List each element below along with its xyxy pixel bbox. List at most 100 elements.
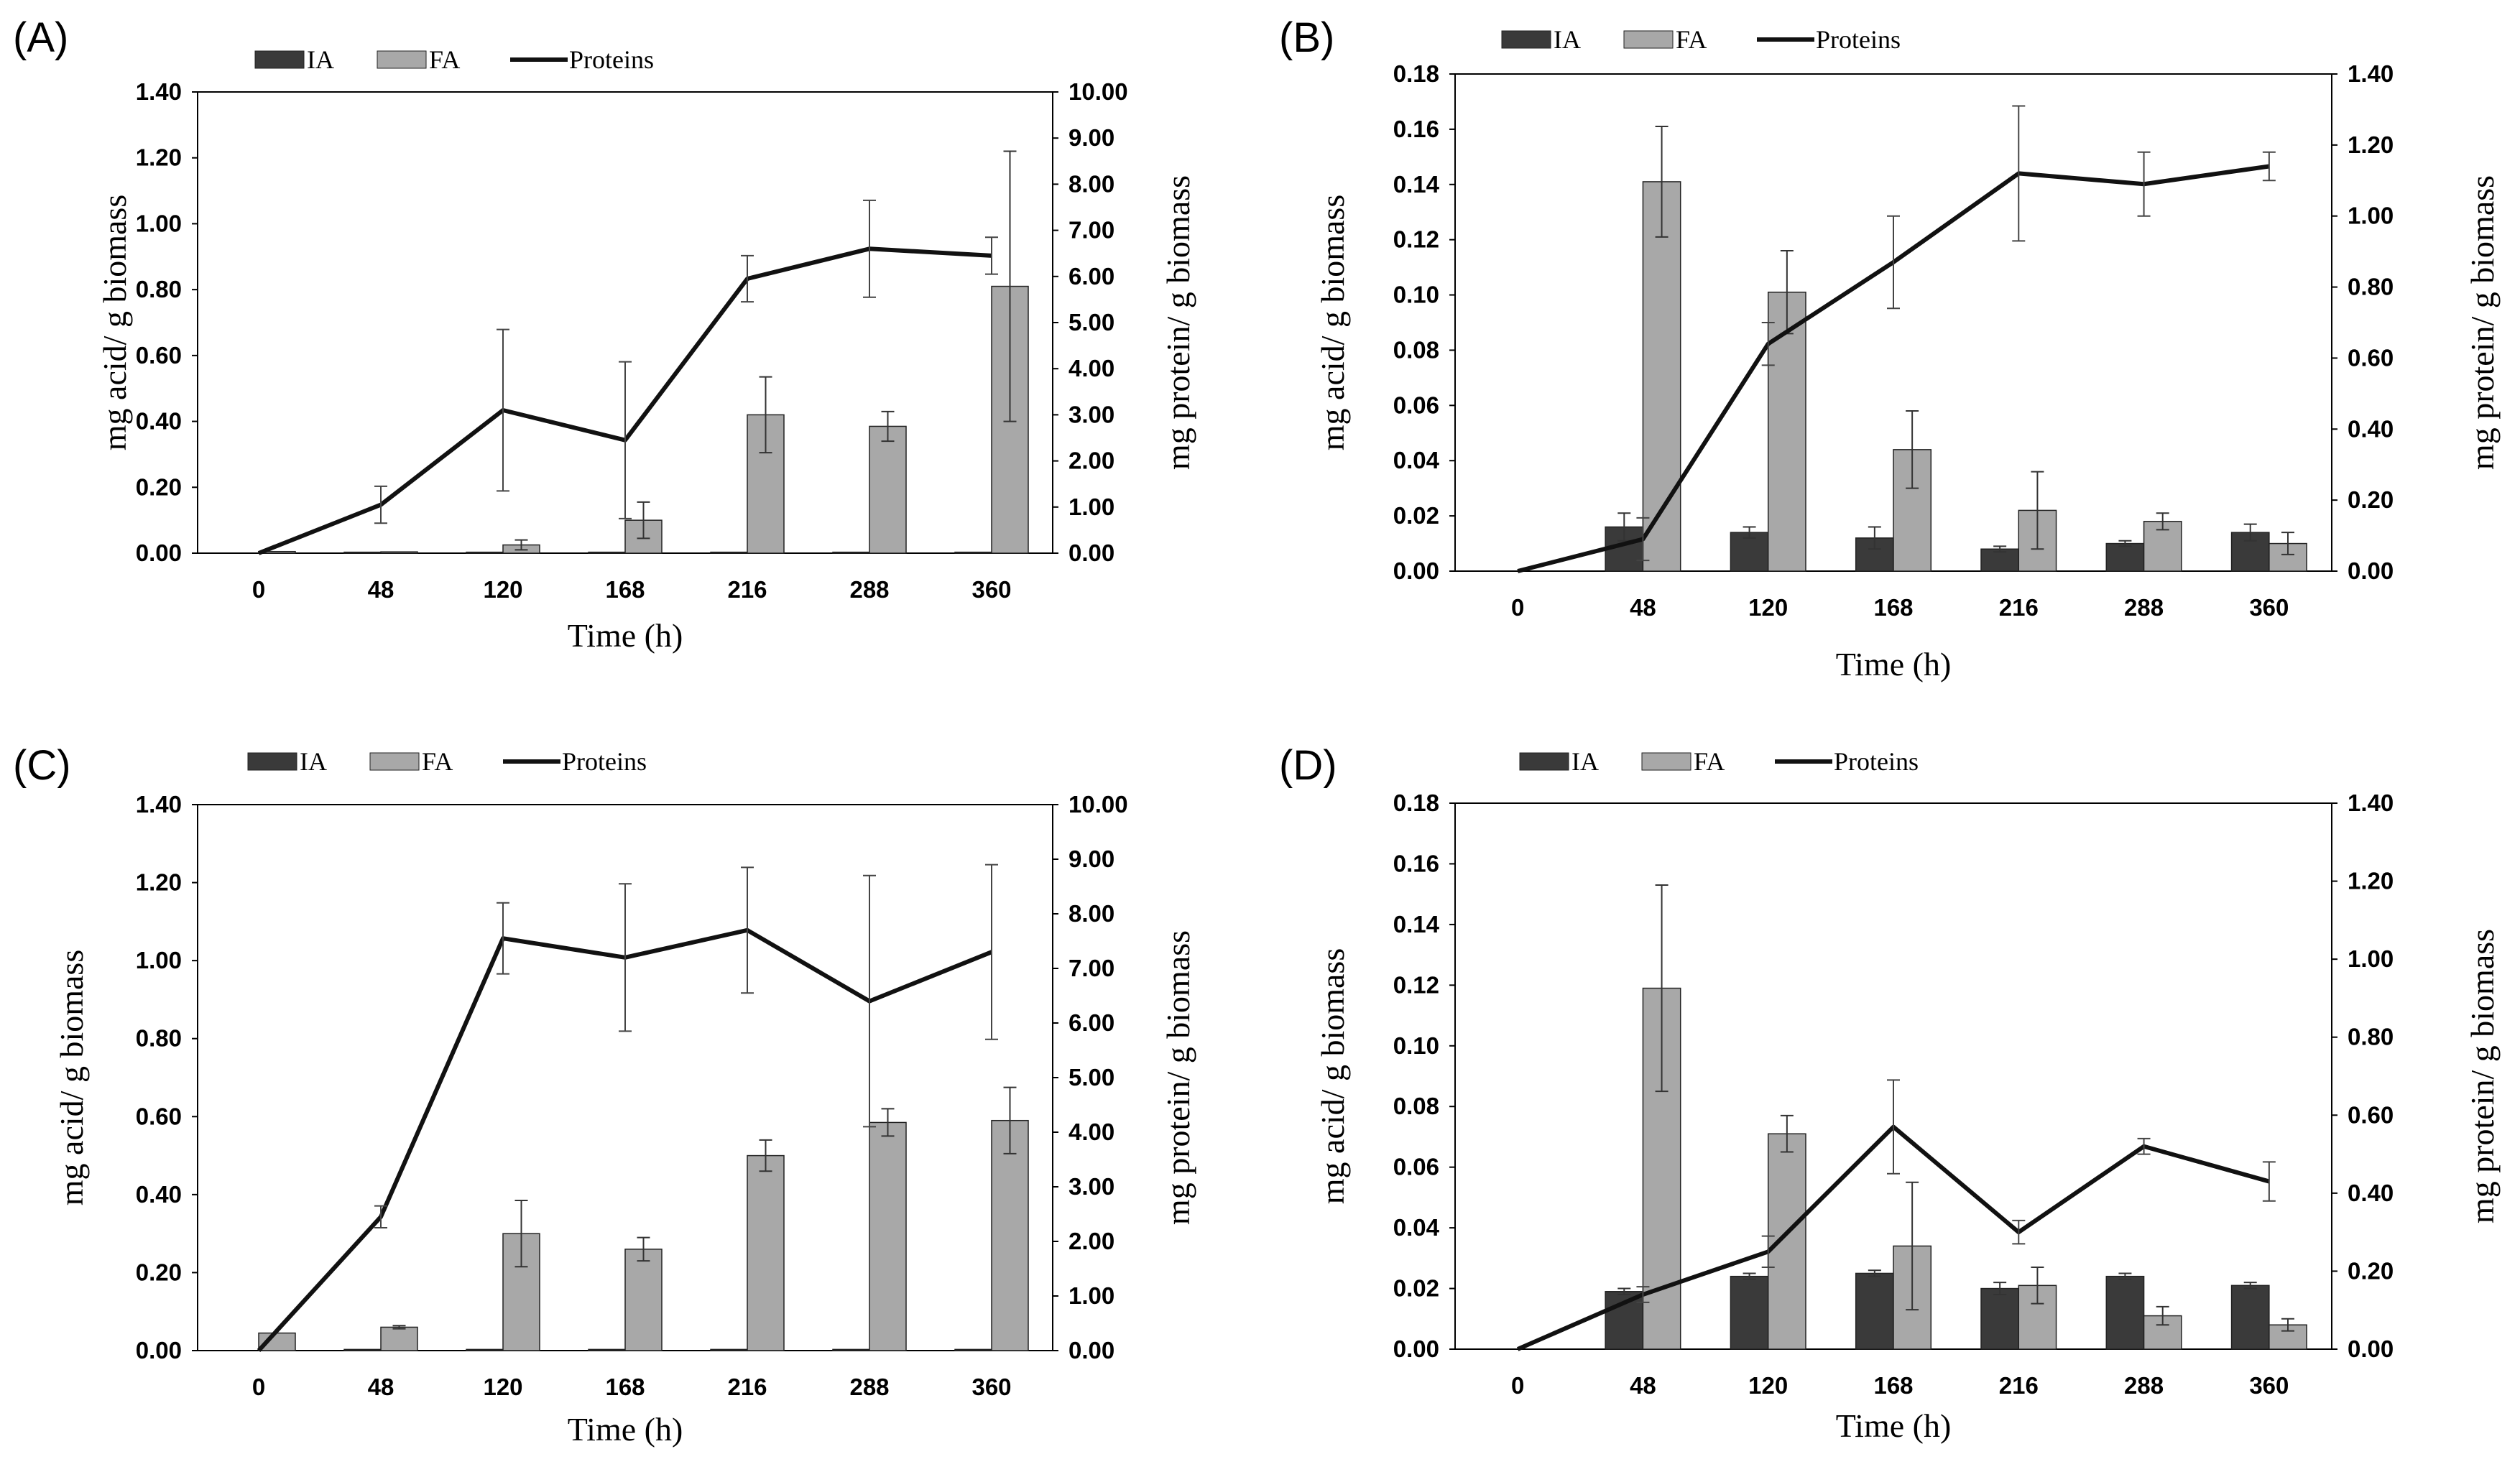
x-tick-label: 168 — [1873, 594, 1913, 621]
error-bar-fa — [1906, 410, 1919, 489]
y-tick-label-right: 5.00 — [1069, 1064, 1114, 1091]
x-axis-title: Time (h) — [1836, 1407, 1952, 1444]
panel-label: (B) — [1279, 14, 1334, 61]
y-tick-label-left: 0.04 — [1393, 447, 1440, 473]
y-tick-label-left: 0.12 — [1393, 971, 1439, 998]
x-tick-label: 48 — [368, 1374, 394, 1400]
y-tick-label-left: 0.16 — [1393, 116, 1439, 142]
y-axis-title-right: mg protein/ g biomass — [1160, 175, 1196, 470]
x-tick-label: 168 — [605, 1374, 645, 1400]
x-tick-label: 0 — [252, 1374, 265, 1400]
y-axis-title-right: mg protein/ g biomass — [2464, 929, 2501, 1223]
x-axis-title: Time (h) — [1836, 646, 1952, 682]
error-bar-proteins — [374, 485, 387, 524]
y-tick-label-right: 1.00 — [1069, 494, 1114, 520]
legend-swatch-fa — [369, 752, 420, 771]
x-tick-label: 288 — [2124, 594, 2164, 621]
error-bar-proteins — [985, 236, 998, 275]
y-tick-label-left: 0.14 — [1393, 171, 1440, 198]
x-axis-title: Time (h) — [568, 1411, 683, 1448]
y-axis-title-right: mg protein/ g biomass — [2464, 175, 2501, 470]
error-bar-proteins — [2262, 151, 2276, 182]
bar-ia — [1980, 1287, 2020, 1350]
y-tick-label-left: 0.06 — [1393, 1154, 1439, 1180]
x-tick-label: 216 — [1999, 1372, 2039, 1399]
x-tick-label: 288 — [2124, 1372, 2164, 1399]
chart-panel-4: (D) 0.00 0.02 0.04 0.06 0.08 0.10 0.12 0.14 0.16 0… — [1279, 742, 2501, 1444]
error-bar-proteins — [863, 874, 876, 1128]
y-tick-label-right: 1.00 — [2348, 203, 2394, 229]
legend-label-ia: IA — [300, 747, 327, 776]
bar-fa — [380, 1326, 418, 1351]
y-tick-label-right: 0.00 — [1069, 1337, 1114, 1364]
y-tick-label-right: 0.60 — [2348, 344, 2394, 371]
error-bar-fa — [1003, 150, 1017, 422]
y-tick-label-right: 6.00 — [1069, 263, 1114, 290]
x-tick-label: 168 — [605, 576, 645, 603]
y-tick-label-right: 9.00 — [1069, 846, 1114, 872]
y-tick-label-left: 0.20 — [136, 473, 182, 500]
error-bar-fa — [1906, 1181, 1919, 1311]
error-bar-proteins — [741, 254, 754, 303]
x-tick-label: 288 — [849, 576, 889, 603]
y-tick-label-left: 0.10 — [1393, 1032, 1439, 1059]
bar-ia — [588, 1348, 626, 1351]
y-tick-label-right: 1.40 — [2348, 60, 2394, 87]
y-tick-label-right: 10.00 — [1069, 791, 1128, 818]
error-bar-proteins — [497, 328, 509, 492]
y-tick-label-right: 0.80 — [2348, 274, 2394, 300]
error-bar-ia — [1743, 526, 1756, 539]
error-bar-proteins — [2012, 1219, 2026, 1245]
error-bar-fa — [1003, 1086, 1017, 1154]
y-tick-label-left: 0.00 — [136, 540, 182, 566]
y-tick-label-left: 1.20 — [136, 144, 182, 171]
y-tick-label-left: 0.60 — [136, 342, 182, 369]
x-tick-label: 360 — [971, 1374, 1011, 1400]
bar-fa — [2143, 1315, 2182, 1350]
legend: IA FA Proteins — [1519, 747, 1919, 776]
y-tick-label-right: 0.60 — [2348, 1101, 2394, 1128]
y-tick-label-left: 0.08 — [1393, 1093, 1439, 1119]
bar-fa — [991, 1119, 1029, 1351]
error-bar-fa — [2156, 1305, 2169, 1326]
bar-ia — [1855, 1272, 1894, 1350]
error-bar-fa — [392, 1325, 406, 1330]
y-tick-label-left: 0.12 — [1393, 226, 1439, 253]
y-tick-label-right: 3.00 — [1069, 401, 1114, 427]
error-bar-fa — [514, 539, 528, 551]
y-tick-label-left: 0.40 — [136, 408, 182, 435]
bar-ia — [343, 1348, 382, 1351]
error-bar-proteins — [2012, 105, 2026, 242]
y-tick-label-right: 0.40 — [2348, 415, 2394, 442]
y-tick-label-left: 0.00 — [1393, 1336, 1439, 1362]
error-bar-fa — [881, 410, 895, 443]
x-tick-label: 48 — [368, 576, 394, 603]
error-bar-ia — [2243, 523, 2257, 542]
y-tick-label-right: 8.00 — [1069, 900, 1114, 927]
bar-ia — [1730, 1275, 1769, 1350]
bar-ia — [954, 1348, 992, 1351]
error-bar-fa — [1655, 884, 1669, 1093]
bar-ia — [1605, 1291, 1644, 1350]
error-bar-fa — [2031, 1267, 2044, 1305]
error-bar-fa — [1655, 126, 1669, 238]
error-bar-proteins — [497, 902, 509, 975]
y-axis-title-left: mg acid/ g biomass — [96, 195, 133, 450]
y-tick-label-left: 1.20 — [136, 869, 182, 896]
legend-label-ia: IA — [307, 45, 334, 74]
error-bar-fa — [1780, 1114, 1794, 1153]
x-tick-label: 216 — [1999, 594, 2039, 621]
x-tick-label: 216 — [727, 576, 767, 603]
y-tick-label-right: 7.00 — [1069, 217, 1114, 244]
x-tick-label: 360 — [2249, 1372, 2289, 1399]
chart-panel-3: (C) 0.00 0.20 0.40 0.60 0.80 1.00 1.20 1.40 0.00 1… — [13, 742, 1196, 1448]
error-bar-proteins — [619, 361, 632, 519]
bar-ia — [1980, 548, 2020, 572]
error-bar-ia — [1617, 1287, 1631, 1295]
y-tick-label-left: 0.40 — [136, 1181, 182, 1208]
y-axis-title-left: mg acid/ g biomass — [53, 950, 90, 1205]
bar-ia — [710, 1348, 748, 1351]
error-bar-ia — [1743, 1272, 1756, 1280]
y-tick-label-right: 1.40 — [2348, 790, 2394, 816]
error-bar-proteins — [2137, 1137, 2151, 1155]
